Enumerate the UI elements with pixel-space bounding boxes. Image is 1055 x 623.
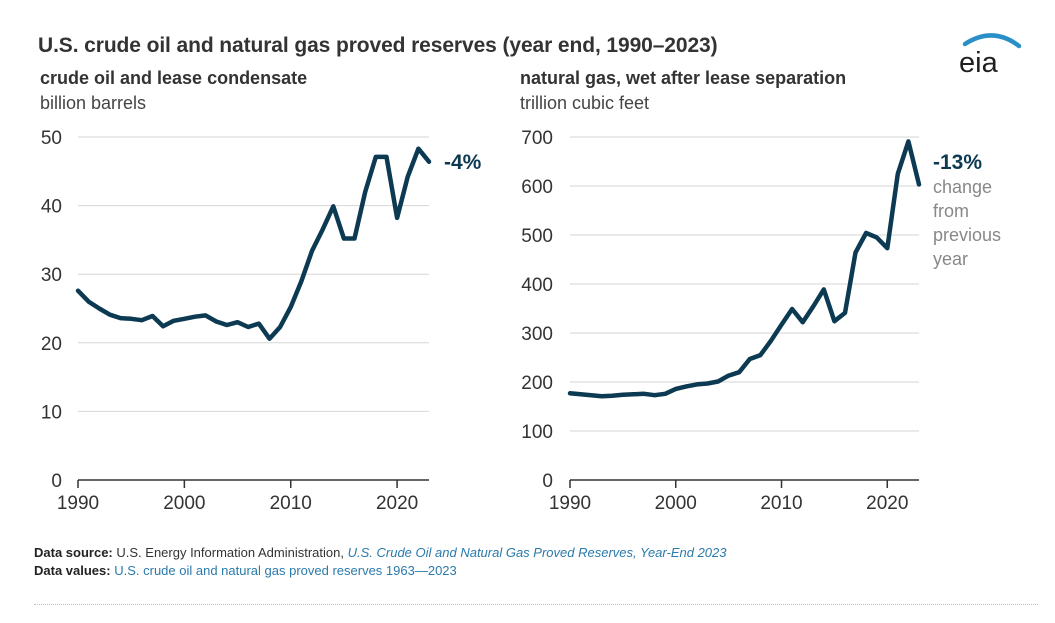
logo-text: eia <box>959 47 999 78</box>
oil-chart-title: crude oil and lease condensate <box>40 68 308 88</box>
gas-change-note: from <box>933 201 969 221</box>
data-source-link[interactable]: U.S. Crude Oil and Natural Gas Proved Re… <box>347 545 727 560</box>
gas-x-tick-label: 2010 <box>760 493 802 514</box>
gas-x-tick-label: 2020 <box>866 493 908 514</box>
data-values-link[interactable]: U.S. crude oil and natural gas proved re… <box>114 563 457 578</box>
oil-x-tick-label: 2020 <box>376 493 418 514</box>
oil-y-tick-label: 20 <box>41 334 62 355</box>
oil-y-tick-label: 40 <box>41 197 62 218</box>
gas-series-line <box>567 139 922 399</box>
data-source-label: Data source: <box>34 545 113 560</box>
oil-y-tick-label: 30 <box>41 265 62 286</box>
gas-y-tick-label: 0 <box>542 471 553 492</box>
oil-change-label: -4% <box>444 151 482 174</box>
oil-y-tick-label: 50 <box>41 128 62 149</box>
gas-change-note: previous <box>933 225 1001 245</box>
oil-x-tick-label: 2010 <box>270 493 312 514</box>
gas-y-tick-label: 300 <box>521 324 553 345</box>
data-values-label: Data values: <box>34 563 111 578</box>
gas-change-note: year <box>933 249 968 269</box>
gas-y-tick-label: 400 <box>521 275 553 296</box>
data-source-line: Data source: U.S. Energy Information Adm… <box>34 545 727 560</box>
gas-chart-unit: trillion cubic feet <box>520 93 650 113</box>
oil-x-tick-label: 1990 <box>57 493 99 514</box>
gas-y-tick-label: 500 <box>521 226 553 247</box>
chart-title: U.S. crude oil and natural gas proved re… <box>38 34 718 57</box>
gas-chart-title: natural gas, wet after lease separation <box>520 68 847 88</box>
gas-change-note: change <box>933 177 992 197</box>
data-values-line: Data values: U.S. crude oil and natural … <box>34 563 457 578</box>
gas-y-tick-label: 200 <box>521 373 553 394</box>
gas-y-tick-label: 700 <box>521 128 553 149</box>
gas-x-tick-label: 2000 <box>655 493 697 514</box>
gas-y-tick-label: 100 <box>521 422 553 443</box>
oil-chart-unit: billion barrels <box>40 93 147 113</box>
eia-logo: eia <box>959 33 1022 78</box>
oil-y-tick-label: 0 <box>51 471 62 492</box>
gas-change-label: -13% <box>933 151 982 174</box>
gas-y-tick-label: 600 <box>521 177 553 198</box>
oil-y-tick-label: 10 <box>41 402 62 423</box>
data-source-text: U.S. Energy Information Administration, <box>116 545 344 560</box>
gas-x-tick-label: 1990 <box>549 493 591 514</box>
oil-x-tick-label: 2000 <box>163 493 205 514</box>
logo-arc-icon <box>962 33 1022 49</box>
oil-series-line <box>75 146 432 341</box>
footer-divider <box>34 604 1038 605</box>
